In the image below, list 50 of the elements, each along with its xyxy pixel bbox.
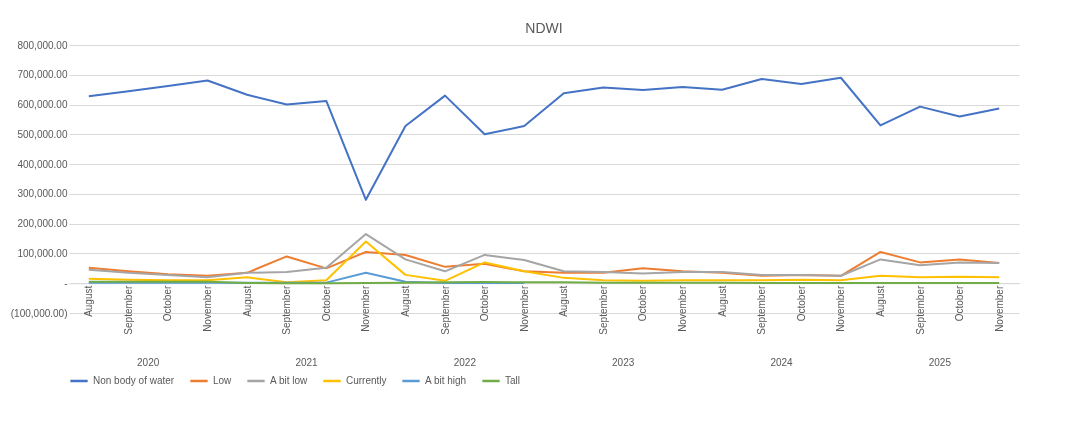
text: 2024 [770,357,794,368]
y-tick-label: 200,000.00 [17,218,68,230]
y-tick-label: 600,000.00 [17,99,68,111]
text: 2020 [137,357,160,368]
y-tick-label: - [64,277,68,289]
x-tick-label: August [399,285,411,317]
x-tick-label: November [835,285,847,332]
x-tick-label: September [914,285,926,335]
y-tick-label: (100,000.00) [10,307,68,319]
y-tick-label: 500,000.00 [17,128,68,140]
text: 2025 [928,357,952,368]
x-tick-label: October [479,285,491,322]
x-tick-label: September [756,285,768,335]
x-tick-label: September [597,285,609,335]
x-tick-label: October [320,285,332,322]
text: 2022 [453,357,477,368]
x-tick-label: October [637,285,649,322]
y-tick-label: 400,000.00 [17,158,68,170]
x-tick-label: August [874,285,886,317]
x-tick-label: August [83,285,95,317]
chart-title: NDWI [525,20,563,36]
x-tick-label: November [202,285,214,332]
legend-label: Non body of water [93,375,175,386]
line-series [87,76,1001,201]
legend-label: Low [213,375,233,386]
y-tick-label: 800,000.00 [17,39,68,51]
y-tick-label: 100,000.00 [17,247,68,259]
legend-label: A bit low [270,375,309,386]
x-tick-label: September [439,285,451,335]
x-tick-label: November [360,285,372,332]
x-tick-label: November [518,285,530,332]
text: 2023 [612,357,635,368]
x-tick-label: October [954,285,966,322]
x-tick-label: November [993,285,1005,332]
x-tick-label: August [241,285,253,317]
y-tick-label: 700,000.00 [17,69,68,81]
legend-label: Currently [346,375,387,386]
x-tick-label: August [558,285,570,317]
x-tick-label: October [795,285,807,322]
legend-label: Tall [505,375,521,386]
text: 2021 [295,357,319,368]
x-tick-label: November [677,285,689,332]
x-tick-label: September [281,285,293,335]
line-series [87,240,1001,284]
x-tick-label: October [162,285,174,322]
x-tick-label: August [716,285,728,317]
x-tick-label: September [122,285,134,335]
line-series [87,233,1001,279]
legend-label: A bit high [425,375,467,386]
y-tick-label: 300,000.00 [17,188,68,200]
